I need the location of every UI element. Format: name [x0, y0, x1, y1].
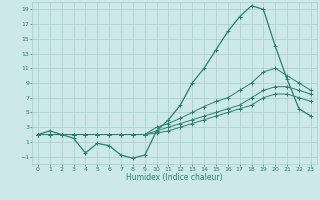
X-axis label: Humidex (Indice chaleur): Humidex (Indice chaleur) [126, 173, 223, 182]
